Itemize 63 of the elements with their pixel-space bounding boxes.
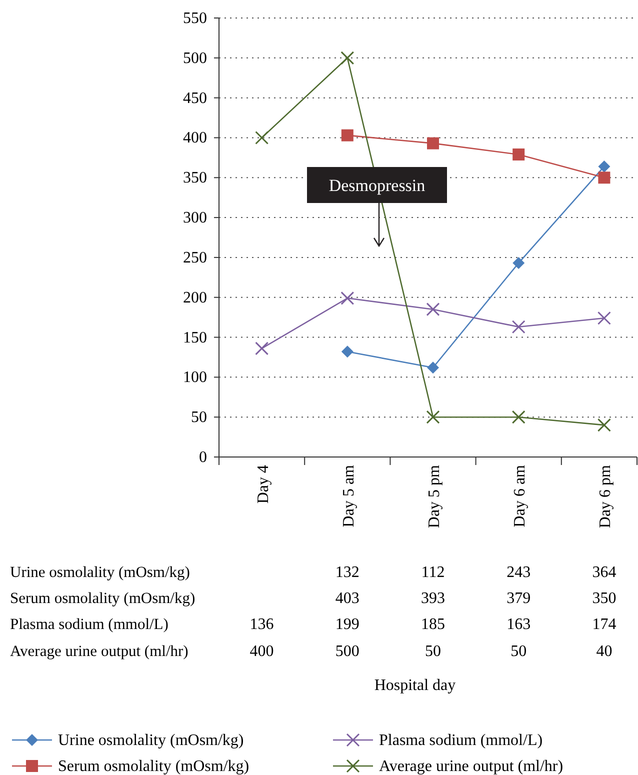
y-tick-label: 500	[183, 50, 207, 67]
data-label: 50	[425, 643, 441, 660]
data-label: 112	[421, 564, 445, 581]
legend-label: Serum osmolality (mOsm/kg)	[58, 758, 250, 775]
data-label: 500	[335, 643, 360, 660]
point	[597, 418, 611, 432]
point	[512, 257, 525, 270]
point	[255, 342, 269, 356]
y-tick-label: 400	[183, 130, 207, 147]
data-label: 185	[421, 616, 445, 633]
point	[341, 129, 354, 142]
point	[598, 172, 610, 184]
point	[426, 410, 440, 424]
x-tick-label: Day 6 am	[512, 464, 529, 528]
x-tick-label: Day 6 pm	[597, 464, 614, 528]
point	[598, 160, 610, 172]
text: Plasma sodium (mmol/L)	[10, 616, 168, 633]
data-label: 364	[592, 564, 616, 581]
point	[512, 148, 525, 160]
data-label: 40	[596, 643, 612, 660]
point	[597, 311, 611, 325]
data-label: 400	[250, 643, 274, 660]
data-label: 403	[335, 590, 360, 607]
y-tick-label: 100	[183, 369, 207, 386]
y-tick-label: 450	[183, 90, 207, 107]
legend-label: Urine osmolality (mOsm/kg)	[58, 732, 244, 749]
data-label: 50	[510, 643, 527, 660]
point	[427, 362, 439, 374]
text: Urine osmolality (mOsm/kg)	[10, 564, 190, 581]
y-tick-label: 350	[183, 170, 207, 187]
data-label: 163	[506, 616, 531, 633]
point	[512, 410, 526, 424]
x-tick-label: Day 4	[254, 465, 272, 504]
legend-label: Average urine output (ml/hr)	[379, 758, 564, 775]
point	[426, 302, 440, 316]
data-label: 350	[592, 590, 616, 607]
y-tick-label: 550	[183, 10, 207, 27]
data-label: 243	[506, 564, 531, 581]
y-tick-label: 150	[183, 329, 207, 346]
y-tick-label: 0	[199, 449, 207, 466]
data-label: 132	[335, 564, 360, 581]
point	[340, 51, 354, 65]
point	[427, 137, 439, 150]
y-tick-label: 300	[183, 210, 207, 227]
x-tick-label: Day 5 am	[340, 464, 358, 528]
data-label: 199	[335, 616, 360, 633]
x-tick-label: Day 5 pm	[426, 464, 443, 528]
annotation: Desmopressin	[328, 176, 426, 195]
text: Average urine output (ml/hr)	[10, 643, 188, 660]
legend-label: Plasma sodium (mmol/L)	[379, 732, 543, 749]
point	[512, 320, 526, 334]
data-label: 174	[592, 616, 616, 633]
y-tick-label: 200	[183, 289, 207, 306]
point	[340, 291, 354, 305]
point	[255, 130, 269, 144]
y-tick-label: 250	[183, 249, 207, 266]
point	[341, 346, 354, 358]
y-tick-label: 50	[191, 409, 207, 426]
data-label: 393	[421, 590, 445, 607]
text: Serum osmolality (mOsm/kg)	[10, 590, 196, 607]
text: Hospital day	[374, 677, 456, 694]
data-label: 136	[250, 616, 274, 633]
data-label: 379	[506, 590, 531, 607]
